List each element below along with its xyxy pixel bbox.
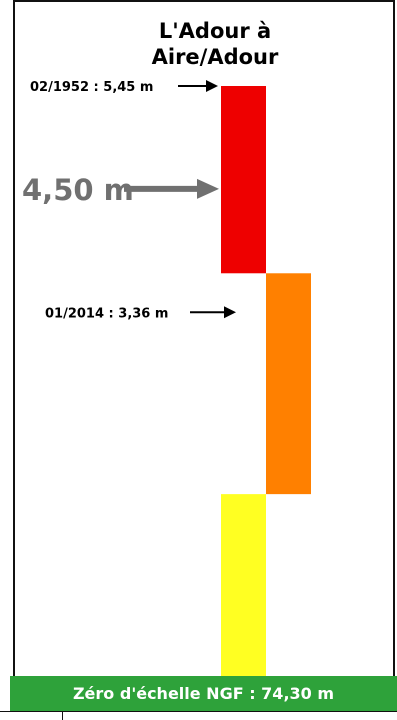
bar-red	[221, 86, 266, 274]
frame-right-border	[393, 0, 395, 676]
frame-bottom-border	[0, 711, 397, 712]
marker-2014: 01/2014 : 3,36 m	[45, 306, 236, 321]
bottom-tick	[62, 711, 63, 720]
station-title-line1: L'Adour à	[158, 19, 272, 43]
marker-arrow-head	[224, 306, 236, 319]
marker-label: 02/1952 : 5,45 m	[30, 80, 153, 95]
station-title: L'Adour à Aire/Adour	[100, 18, 330, 70]
marker-arrow-head	[197, 178, 219, 199]
bar-orange	[266, 273, 311, 495]
marker-1952: 02/1952 : 5,45 m	[30, 80, 218, 95]
frame-top-border	[13, 0, 395, 2]
zero-scale-banner: Zéro d'échelle NGF : 74,30 m	[10, 676, 397, 711]
marker-arrow-head	[206, 80, 218, 92]
markers-layer: 02/1952 : 5,45 m 4,50 m 01/2014 : 3,36 m	[22, 80, 236, 321]
marker-threshold: 4,50 m	[22, 173, 219, 207]
water-level-chart: 02/1952 : 5,45 m 4,50 m 01/2014 : 3,36 m	[22, 80, 311, 676]
marker-label: 01/2014 : 3,36 m	[45, 306, 168, 321]
marker-label: 4,50 m	[22, 173, 134, 207]
frame-left-border	[13, 0, 15, 676]
bars-layer	[221, 86, 311, 676]
station-title-line2: Aire/Adour	[151, 45, 279, 69]
bar-yellow	[221, 494, 266, 676]
